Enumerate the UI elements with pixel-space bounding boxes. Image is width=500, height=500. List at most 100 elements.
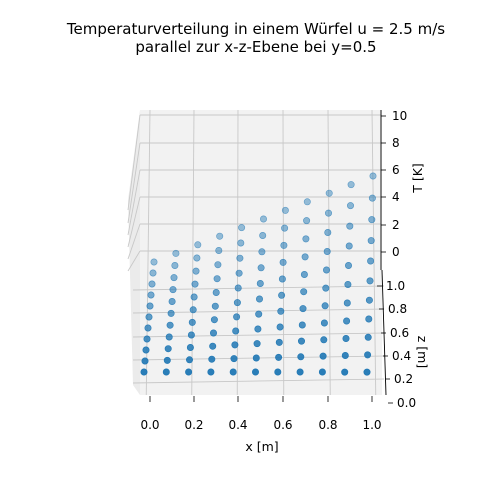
data-point-4-5 <box>233 299 241 307</box>
data-point-4-2 <box>231 341 239 349</box>
z-tick-label-4: 0.8 <box>388 302 407 316</box>
data-point-4-4 <box>233 313 241 321</box>
data-point-7-0 <box>296 368 304 376</box>
data-point-3-6 <box>212 288 220 296</box>
data-point-0-6 <box>146 302 154 310</box>
data-point-1-3 <box>165 333 173 341</box>
t-tick-label-4: 8 <box>392 136 400 150</box>
z-tick-label-5: 1.0 <box>386 279 405 293</box>
data-point-4-7 <box>235 269 243 277</box>
data-point-5-2 <box>253 340 261 348</box>
z-tick-label-2: 0.4 <box>392 349 411 363</box>
x-tick-label-0: 0.0 <box>140 418 159 432</box>
scatter-points <box>140 172 377 376</box>
t-axis-label: T [K] <box>410 163 425 194</box>
grid-line-x-2 <box>236 109 239 396</box>
z-tick-label-1: 0.2 <box>394 372 413 386</box>
data-point-3-2 <box>209 342 217 350</box>
data-point-5-3 <box>254 325 262 333</box>
grid-line-z-4 <box>132 378 385 384</box>
data-point-5-0 <box>252 368 260 376</box>
data-point-9-4 <box>343 299 351 307</box>
data-point-6-8 <box>280 241 288 249</box>
data-point-0-7 <box>147 291 155 299</box>
grid-line-z-2 <box>132 332 385 338</box>
data-point-1-8 <box>170 274 178 282</box>
z-axis-line <box>381 269 387 396</box>
grid-line-t-side-1 <box>127 142 141 224</box>
x-tick-label-5: 1.0 <box>362 418 381 432</box>
grid-line-t-side-0 <box>127 114 141 211</box>
data-point-6-1 <box>275 353 283 361</box>
data-point-2-0 <box>185 368 193 376</box>
data-point-4-8 <box>236 254 244 262</box>
x-tick-label-2: 0.4 <box>228 418 247 432</box>
axis-panes <box>128 110 382 395</box>
data-point-6-10 <box>281 206 289 214</box>
grid-line-x-3 <box>282 109 285 396</box>
data-point-5-9 <box>259 232 267 240</box>
data-point-0-2 <box>142 346 150 354</box>
data-point-9-8 <box>346 222 354 230</box>
data-point-10-6 <box>367 257 375 265</box>
data-point-7-5 <box>300 288 308 296</box>
data-point-6-5 <box>278 291 286 299</box>
data-point-0-0 <box>140 368 148 376</box>
data-point-0-8 <box>148 280 156 288</box>
data-point-7-10 <box>303 198 311 206</box>
data-point-0-1 <box>141 357 149 365</box>
data-point-2-2 <box>186 343 194 351</box>
data-point-8-8 <box>324 229 332 237</box>
x-tick-label-3: 0.6 <box>273 418 292 432</box>
data-point-1-2 <box>164 345 172 353</box>
t-axis-ticks: 0 2 4 6 8 10 <box>381 109 407 259</box>
data-point-8-10 <box>325 189 333 197</box>
data-point-2-10 <box>194 241 202 249</box>
data-point-5-4 <box>255 310 263 318</box>
data-point-9-5 <box>344 280 352 288</box>
data-point-7-3 <box>298 321 306 329</box>
data-point-6-7 <box>279 258 287 266</box>
data-point-2-9 <box>193 254 201 262</box>
data-point-9-0 <box>341 368 349 376</box>
data-point-8-3 <box>320 319 328 327</box>
data-point-4-10 <box>238 224 246 232</box>
data-point-0-9 <box>149 269 157 277</box>
data-point-8-9 <box>324 209 332 217</box>
data-point-3-5 <box>211 302 219 310</box>
data-point-9-2 <box>342 334 350 342</box>
data-point-1-5 <box>167 309 175 317</box>
data-point-4-6 <box>234 284 242 292</box>
data-point-8-0 <box>318 368 326 376</box>
data-point-7-2 <box>297 337 305 345</box>
data-point-5-5 <box>255 295 263 303</box>
data-point-7-9 <box>303 217 311 225</box>
data-point-6-4 <box>277 307 285 315</box>
data-point-6-3 <box>276 323 284 331</box>
z-tick-label-0: 0.0 <box>397 396 416 410</box>
data-point-2-6 <box>190 293 198 301</box>
data-point-2-5 <box>189 306 197 314</box>
data-point-2-8 <box>192 267 200 275</box>
data-point-10-4 <box>365 296 373 304</box>
data-point-1-10 <box>172 249 180 257</box>
data-point-9-7 <box>345 242 353 250</box>
data-point-1-9 <box>171 261 179 269</box>
data-point-1-6 <box>168 297 176 305</box>
data-point-10-2 <box>364 333 372 341</box>
data-point-10-7 <box>367 237 375 245</box>
data-point-9-6 <box>344 261 352 269</box>
data-point-10-1 <box>364 351 372 359</box>
data-point-3-1 <box>208 355 216 363</box>
data-point-3-8 <box>214 261 222 269</box>
grid-line-t-side-4 <box>127 223 141 260</box>
data-point-8-1 <box>319 352 327 360</box>
t-tick-label-3: 6 <box>392 163 400 177</box>
data-point-6-9 <box>281 224 289 232</box>
data-point-2-7 <box>191 280 199 288</box>
data-point-0-10 <box>150 258 158 266</box>
chart-title-line-2: parallel zur x-z-Ebene bei y=0.5 <box>135 38 376 56</box>
data-point-9-1 <box>341 351 349 359</box>
